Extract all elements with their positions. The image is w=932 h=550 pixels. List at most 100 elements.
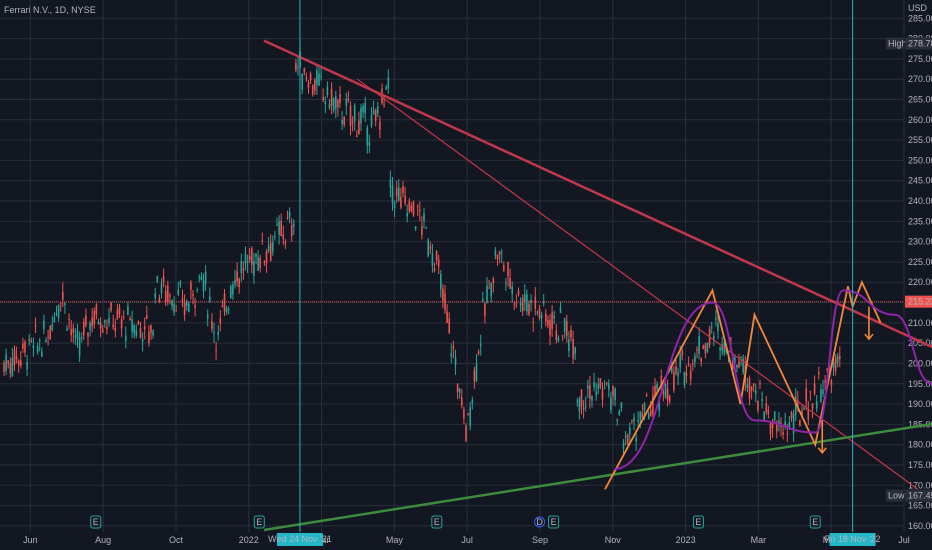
- candle-body: [784, 421, 786, 426]
- candle-body: [435, 251, 438, 261]
- low-value-bg: [905, 489, 932, 502]
- candle-body: [290, 225, 293, 237]
- candle-body: [465, 426, 467, 441]
- candle-body: [469, 407, 471, 427]
- candle-body: [47, 336, 49, 338]
- candle-body: [385, 86, 387, 90]
- candle-body: [171, 300, 173, 307]
- candle-body: [597, 384, 600, 389]
- candle-body: [276, 224, 278, 226]
- candle-body: [118, 307, 121, 315]
- y-tick-label: 255.00: [908, 135, 932, 145]
- candle-body: [532, 321, 534, 323]
- candle-body: [513, 304, 516, 306]
- y-tick-label: 265.00: [908, 94, 932, 104]
- candle-body: [307, 82, 310, 89]
- candle-body: [650, 410, 652, 416]
- y-tick-label: 195.00: [908, 379, 932, 389]
- candle-body: [622, 442, 625, 449]
- current-price-label: 215.22: [908, 297, 932, 307]
- candle-body: [830, 380, 833, 386]
- candle-body: [788, 422, 791, 430]
- candle-body: [362, 105, 364, 113]
- candle-body: [66, 328, 68, 331]
- candle-body: [574, 347, 576, 354]
- candle-body: [209, 296, 211, 301]
- candle-body: [645, 395, 648, 397]
- candle-body: [767, 410, 770, 414]
- x-tick-label: May: [386, 535, 404, 545]
- candle-body: [715, 318, 717, 320]
- candle-body: [605, 382, 608, 384]
- candle-body: [305, 77, 308, 79]
- candle-body: [141, 339, 144, 342]
- candle-body: [834, 357, 837, 372]
- cursor-date-label: Fri 18 Nov '22: [825, 534, 881, 544]
- candle-body: [24, 341, 26, 353]
- candle-body: [461, 397, 463, 406]
- candle-body: [542, 301, 545, 304]
- candle-body: [7, 360, 9, 364]
- candle-body: [584, 406, 587, 408]
- event-marker-label: E: [434, 517, 440, 527]
- high-value-label: 278.78: [908, 39, 932, 49]
- candle-body: [3, 362, 5, 372]
- candle-body: [421, 226, 423, 235]
- candle-body: [721, 344, 723, 351]
- down-arrow-2-head: [864, 333, 874, 341]
- candle-body: [536, 311, 539, 313]
- candle-body: [303, 68, 306, 73]
- candle-body: [429, 246, 432, 249]
- candle-body: [643, 403, 646, 411]
- y-tick-label: 180.00: [908, 440, 932, 450]
- y-tick-label: 205.00: [908, 338, 932, 348]
- low-value-label: 167.45: [908, 491, 932, 501]
- candle-body: [91, 317, 93, 327]
- candle-body: [778, 420, 780, 425]
- candle-body: [97, 322, 100, 325]
- y-tick-label: 225.00: [908, 257, 932, 267]
- candle-body: [398, 187, 400, 201]
- candle-body: [824, 380, 826, 383]
- candle-body: [32, 345, 35, 349]
- candle-body: [776, 423, 778, 432]
- candle-body: [64, 303, 66, 305]
- candle-body: [36, 346, 39, 353]
- candle-body: [759, 383, 761, 385]
- candle-body: [59, 302, 62, 305]
- candle-body: [156, 276, 159, 282]
- candle-body: [442, 288, 444, 302]
- candles-group: [3, 40, 841, 455]
- candle-body: [232, 284, 234, 295]
- x-tick-label: Mar: [751, 535, 767, 545]
- y-tick-label: 220.00: [908, 277, 932, 287]
- candle-body: [244, 253, 247, 264]
- candle-body: [108, 317, 110, 323]
- candle-body: [200, 276, 203, 280]
- candle-body: [471, 399, 474, 404]
- candle-body: [624, 435, 627, 437]
- candle-body: [757, 400, 759, 411]
- candle-body: [782, 432, 784, 435]
- candle-body: [685, 373, 688, 376]
- candle-body: [452, 346, 455, 349]
- candle-body: [803, 408, 805, 410]
- chart-title: Ferrari N.V., 1D, NYSE: [4, 5, 96, 15]
- candle-body: [219, 318, 222, 324]
- candle-body: [389, 179, 392, 188]
- candle-body: [561, 335, 564, 337]
- candle-body: [467, 413, 469, 415]
- candle-body: [458, 388, 461, 393]
- candle-body: [530, 299, 532, 304]
- candle-body: [660, 376, 663, 385]
- candle-body: [479, 344, 482, 346]
- candle-body: [566, 321, 568, 337]
- candle-body: [836, 355, 839, 363]
- y-tick-label: 260.00: [908, 115, 932, 125]
- candle-body: [194, 305, 196, 308]
- candle-body: [608, 383, 610, 390]
- candle-body: [192, 294, 194, 296]
- y-tick-label: 200.00: [908, 358, 932, 368]
